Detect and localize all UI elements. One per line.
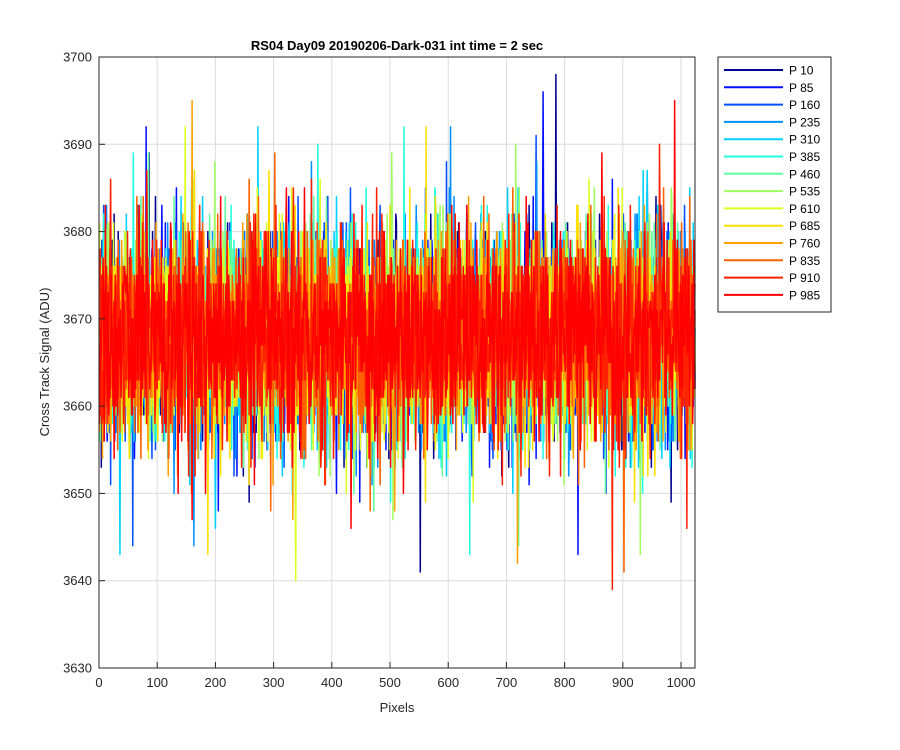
x-tick-label: 600	[437, 675, 459, 690]
x-tick-label: 400	[321, 675, 343, 690]
x-tick-label: 1000	[667, 675, 696, 690]
x-tick-label: 0	[95, 675, 102, 690]
legend-label-p-235: P 235	[789, 115, 820, 129]
legend-label-p-310: P 310	[789, 133, 820, 147]
legend-label-p-760: P 760	[789, 237, 820, 251]
axis-ticks: 0 100 200 300 400 500 600 700 800 900 1000 3630 3640…	[63, 50, 695, 691]
y-tick-label: 3690	[63, 137, 92, 152]
legend-label-p-610: P 610	[789, 202, 820, 216]
chart-title: RS04 Day09 20190206-Dark-031 int time = …	[251, 38, 543, 53]
y-tick-label: 3700	[63, 50, 92, 65]
legend-label-p-160: P 160	[789, 98, 820, 112]
legend-label-p-10: P 10	[789, 64, 814, 78]
legend[interactable]: P 10 P 85 P 160 P 235 P 310 P 385 P 460 P 535 P …	[717, 56, 832, 313]
legend-label-p-985: P 985	[789, 288, 820, 302]
y-tick-label: 3680	[63, 224, 92, 239]
series-line-p-910	[98, 143, 696, 591]
y-tick-label: 3640	[63, 573, 92, 588]
x-tick-label: 300	[263, 675, 285, 690]
legend-label-p-460: P 460	[789, 167, 820, 181]
x-tick-label: 200	[205, 675, 227, 690]
x-axis-label: Pixels	[380, 700, 415, 715]
y-tick-label: 3630	[63, 661, 92, 676]
legend-box	[717, 56, 832, 313]
legend-label-p-85: P 85	[789, 81, 814, 95]
legend-label-p-685: P 685	[789, 219, 820, 233]
y-tick-label: 3660	[63, 399, 92, 414]
x-tick-label: 100	[146, 675, 168, 690]
x-tick-label: 900	[612, 675, 634, 690]
x-tick-label: 700	[496, 675, 518, 690]
legend-label-p-535: P 535	[789, 185, 820, 199]
x-tick-label: 500	[379, 675, 401, 690]
x-tick-label: 800	[554, 675, 576, 690]
legend-label-p-910: P 910	[789, 271, 820, 285]
legend-label-p-385: P 385	[789, 150, 820, 164]
y-axis-label: Cross Track Signal (ADU)	[37, 288, 52, 437]
series-line-p-985	[98, 99, 696, 530]
plot-frame	[98, 56, 696, 669]
legend-label-p-835: P 835	[789, 254, 820, 268]
y-tick-label: 3650	[63, 486, 92, 501]
y-tick-label: 3670	[63, 311, 92, 326]
series-layer	[98, 73, 696, 591]
